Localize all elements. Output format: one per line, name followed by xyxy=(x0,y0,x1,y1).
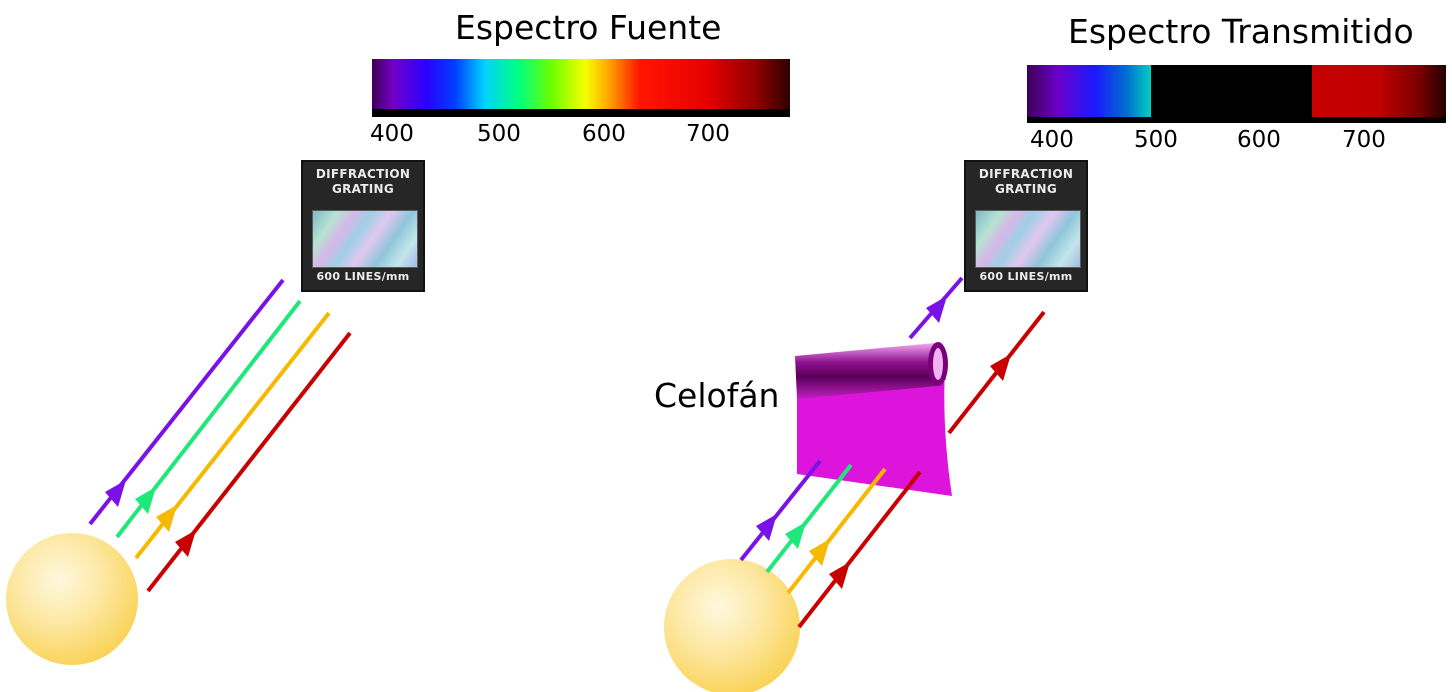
grating-label-line1: DIFFRACTION xyxy=(978,167,1074,181)
left-ray-arrows xyxy=(105,480,196,557)
right-ray-green xyxy=(765,463,853,574)
transmitted-tick-label: 600 xyxy=(1237,127,1281,153)
source-tick-label: 600 xyxy=(582,121,626,147)
right-ray-violet-incident xyxy=(739,459,822,562)
right-arrow-violet-high-icon xyxy=(926,296,947,323)
transmitted-tick-label: 400 xyxy=(1030,127,1074,153)
right-arrow-red-low-icon xyxy=(829,562,850,589)
right-ray-yellow xyxy=(786,467,887,595)
transmitted-tick-label: 500 xyxy=(1134,127,1178,153)
grating-label-line3: 600 LINES/mm xyxy=(979,270,1073,283)
grating-label-line2: GRATING xyxy=(331,182,395,196)
source-spectrum-title: Espectro Fuente xyxy=(455,8,722,47)
sun-left xyxy=(6,533,138,665)
right-arrow-green-icon xyxy=(785,522,806,549)
holographic-film xyxy=(312,210,418,268)
source-spectrum-bar xyxy=(372,59,790,109)
cellophane-label: Celofán xyxy=(654,376,780,415)
grating-label-line1: DIFFRACTION xyxy=(315,167,411,181)
holographic-film xyxy=(975,210,1081,268)
source-spectrum-axis xyxy=(372,109,790,117)
diffraction-grating-left: DIFFRACTION GRATING 600 LINES/mm xyxy=(301,160,425,292)
right-arrow-red-high-icon xyxy=(990,354,1011,381)
grating-label-line3: 600 LINES/mm xyxy=(316,270,410,283)
sun-right xyxy=(664,559,800,692)
left-ray-red xyxy=(146,331,352,593)
left-arrow-violet-icon xyxy=(105,480,126,507)
cellophane-filter xyxy=(795,342,952,496)
transmitted-spectrum-title: Espectro Transmitido xyxy=(1068,12,1414,51)
left-arrow-green-icon xyxy=(135,487,156,514)
transmitted-spectrum-blue-band xyxy=(1027,65,1152,117)
right-arrow-violet-low-icon xyxy=(756,514,777,541)
left-rays xyxy=(88,278,352,593)
transmitted-spectrum-absorbed-band xyxy=(1151,65,1313,117)
source-tick-label: 400 xyxy=(370,121,414,147)
left-arrow-yellow-icon xyxy=(156,505,177,532)
transmitted-spectrum-red-band xyxy=(1312,65,1446,117)
grating-label-line2: GRATING xyxy=(994,182,1058,196)
source-tick-label: 700 xyxy=(686,121,730,147)
right-arrow-yellow-icon xyxy=(809,539,830,566)
left-arrow-red-icon xyxy=(175,530,196,557)
transmitted-spectrum-axis xyxy=(1027,117,1446,123)
transmitted-tick-label: 700 xyxy=(1342,127,1386,153)
right-ray-arrows xyxy=(756,296,1011,589)
source-tick-label: 500 xyxy=(477,121,521,147)
right-ray-red-incident xyxy=(797,470,922,629)
diffraction-grating-right: DIFFRACTION GRATING 600 LINES/mm xyxy=(964,160,1088,292)
